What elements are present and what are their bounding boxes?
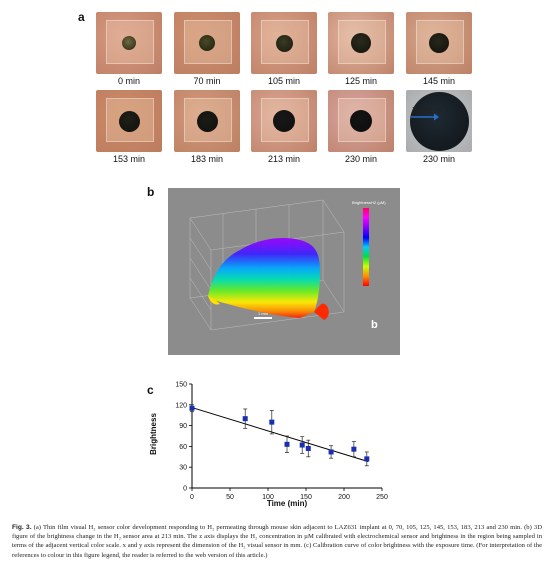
data-point — [284, 441, 290, 447]
sensor-photo — [406, 12, 472, 74]
zoom-in-label: Zoom in — [412, 106, 441, 115]
x-tick-label: 50 — [226, 494, 234, 501]
photo-time-label: 105 min — [267, 76, 301, 86]
fit-line — [191, 407, 369, 463]
sensor-photo — [251, 90, 317, 152]
sensor-film — [184, 20, 232, 64]
sensor-spot — [429, 33, 449, 53]
sensor-spot — [119, 111, 140, 132]
photo-time-label: 153 min — [112, 154, 146, 164]
y-tick-label: 150 — [175, 382, 187, 389]
x-tick-label: 150 — [300, 494, 312, 501]
panel-label-c: c — [147, 383, 154, 397]
scale-bar-label: 1 mm — [258, 311, 269, 316]
data-point — [189, 405, 195, 411]
surface-3d-plot: 1 mm Brightness H2 (µM) b — [168, 188, 400, 355]
caption-label: Fig. 3. — [12, 524, 32, 531]
sensor-spot — [122, 36, 136, 50]
sensor-spot — [199, 35, 215, 51]
sensor-spot — [351, 33, 371, 53]
brightness-surface — [208, 238, 320, 318]
sensor-spot — [350, 110, 372, 132]
sensor-spot — [273, 110, 295, 132]
y-tick-label: 0 — [183, 486, 187, 493]
panel-label-a: a — [78, 10, 85, 24]
photo-time-label: 0 min — [117, 76, 140, 86]
zoom-arrow-icon — [411, 113, 439, 121]
sensor-photo — [174, 90, 240, 152]
sensor-spot — [410, 92, 469, 151]
x-tick-label: 100 — [262, 494, 274, 501]
y-tick-label: 30 — [179, 465, 187, 472]
y-tick-label: 90 — [179, 423, 187, 430]
photo-time-label: 230 min — [344, 154, 378, 164]
sensor-photo — [96, 90, 162, 152]
sensor-photo — [96, 12, 162, 74]
sensor-spot — [197, 111, 218, 132]
x-tick-label: 200 — [338, 494, 350, 501]
sensor-photo — [406, 90, 472, 152]
legend-title-h2: H2 (µM) — [371, 200, 386, 205]
photo-time-label: 230 min — [422, 154, 456, 164]
x-tick-label: 0 — [190, 494, 194, 501]
data-point — [364, 456, 370, 462]
data-point — [299, 442, 305, 448]
data-point — [351, 446, 357, 452]
legend-title-brightness: Brightness — [352, 200, 371, 205]
data-point — [305, 445, 311, 451]
y-axis-label: Brightness — [149, 413, 158, 455]
y-tick-label: 120 — [175, 402, 187, 409]
photo-time-label: 145 min — [422, 76, 456, 86]
sensor-spot — [276, 35, 293, 52]
photo-time-label: 70 min — [193, 76, 221, 86]
photo-time-label: 213 min — [267, 154, 301, 164]
inset-panel-letter: b — [371, 319, 378, 331]
data-point — [328, 449, 334, 455]
photo-time-label: 183 min — [190, 154, 224, 164]
x-tick-label: 250 — [376, 494, 388, 501]
figure-caption: Fig. 3. (a) Thin film visual H₂ sensor c… — [12, 523, 542, 560]
y-tick-label: 60 — [179, 444, 187, 451]
sensor-photo — [328, 90, 394, 152]
calibration-chart: Time (min) Brightness 0 50 100 150 200 250 0 30… — [148, 376, 398, 510]
sensor-photo — [328, 12, 394, 74]
photo-time-label: 125 min — [344, 76, 378, 86]
calibration-chart-svg: Time (min) Brightness 0 50 100 150 200 250 0 30… — [149, 382, 388, 509]
panel-label-b: b — [147, 185, 155, 199]
surface-3d-svg: 1 mm Brightness H2 (µM) b — [168, 188, 400, 355]
x-axis-label: Time (min) — [267, 499, 308, 508]
sensor-photo — [174, 12, 240, 74]
color-scale-bar — [363, 208, 369, 286]
sensor-photo — [251, 12, 317, 74]
surface-edge-yellow — [208, 296, 220, 305]
data-point — [269, 419, 275, 425]
caption-text: (a) Thin film visual H₂ sensor color dev… — [12, 524, 542, 559]
data-point — [242, 416, 248, 422]
surface-edge-red — [314, 303, 329, 320]
